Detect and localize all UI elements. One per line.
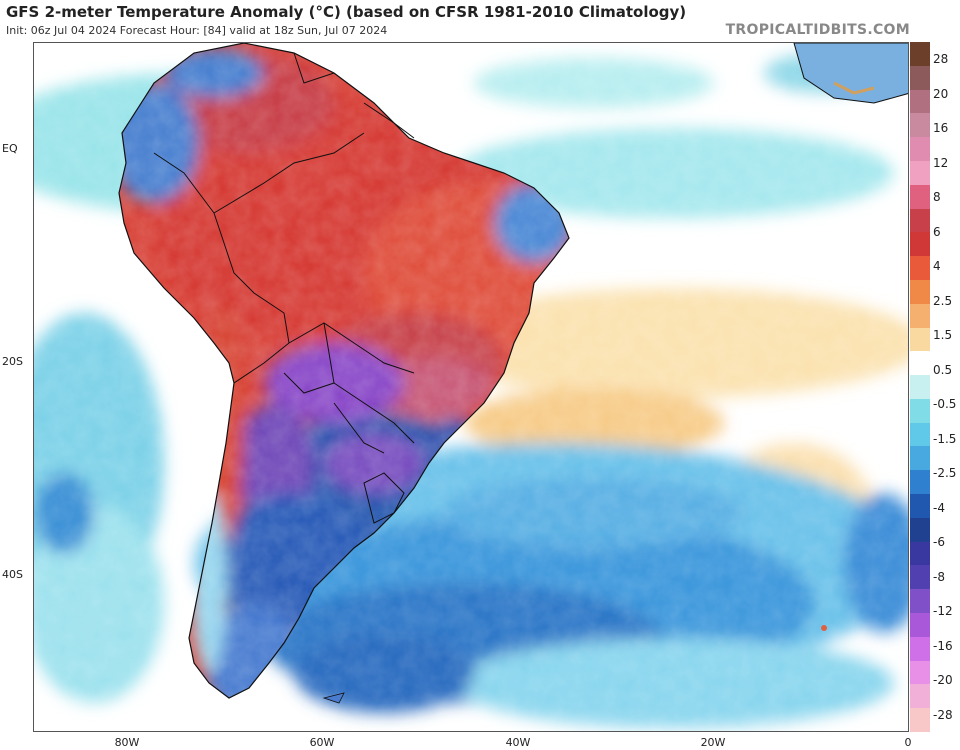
colorbar-label: -12	[933, 604, 953, 619]
colorbar-label: -1.5	[933, 431, 957, 446]
map-canvas	[34, 43, 908, 731]
colorbar-segment	[910, 684, 930, 709]
colorbar-segment	[910, 589, 930, 614]
country-borders	[118, 43, 570, 699]
colorbar-segment	[910, 613, 930, 638]
map-title: GFS 2-meter Temperature Anomaly (°C) (ba…	[6, 3, 687, 21]
colorbar-label: 2.5	[933, 293, 953, 308]
colorbar-segment	[910, 446, 930, 471]
colorbar-label: 12	[933, 155, 949, 170]
colorbar-label: -6	[933, 535, 945, 550]
colorbar-segment	[910, 517, 930, 543]
colorbar-label: 0.5	[933, 362, 953, 377]
colorbar-segment	[910, 256, 930, 281]
colorbar-label: -20	[933, 673, 953, 688]
colorbar-segment	[910, 42, 930, 67]
colorbar-segment	[910, 565, 930, 590]
colorbar-segment	[910, 660, 930, 685]
africa-coast	[793, 43, 908, 104]
colorbar-label: 28	[933, 52, 949, 67]
colorbar-label: -4	[933, 500, 945, 515]
colorbar-segment	[910, 398, 930, 424]
colorbar-label: -2.5	[933, 466, 957, 481]
lon-label-0: 0	[904, 736, 912, 749]
colorbar-label: -0.5	[933, 397, 957, 412]
colorbar-segment	[910, 494, 930, 519]
colorbar-label: -16	[933, 638, 953, 653]
colorbar-label: 16	[933, 121, 949, 136]
colorbar-segment	[910, 208, 930, 233]
colorbar-segment	[910, 137, 930, 162]
colorbar-segment	[910, 327, 930, 352]
colorbar-segment	[910, 708, 930, 733]
colorbar-segment	[910, 375, 930, 400]
colorbar-segment	[910, 422, 930, 447]
colorbar-segment	[910, 636, 930, 662]
lat-label-40s: 40S	[2, 568, 23, 581]
colorbar-label: 8	[933, 190, 941, 205]
colorbar-segment	[910, 303, 930, 328]
colorbar-segment	[910, 184, 930, 210]
colorbar-label: 6	[933, 224, 941, 239]
colorbar-segment	[910, 351, 930, 376]
lon-label-20w: 20W	[700, 736, 726, 749]
lon-label-60w: 60W	[309, 736, 335, 749]
lon-label-80w: 80W	[114, 736, 140, 749]
anomaly-map	[33, 42, 909, 732]
colorbar-label: -8	[933, 569, 945, 584]
colorbar-segment	[910, 470, 930, 495]
colorbar-label: 20	[933, 86, 949, 101]
map-subtitle: Init: 06z Jul 04 2024 Forecast Hour: [84…	[6, 24, 388, 37]
falkland-islands	[322, 692, 345, 704]
lat-label-eq: EQ	[2, 142, 18, 155]
source-credit: TROPICALTIDBITS.COM	[725, 22, 910, 38]
colorbar-label: 1.5	[933, 328, 953, 343]
colorbar-segment	[910, 232, 930, 257]
colorbar-segment	[910, 279, 930, 305]
island-marker	[821, 625, 827, 631]
lon-label-40w: 40W	[505, 736, 531, 749]
colorbar-segment	[910, 89, 930, 114]
colorbar-label: 4	[933, 259, 941, 274]
lat-label-20s: 20S	[2, 355, 23, 368]
colorbar-segment	[910, 160, 930, 186]
africa-warm-strip	[833, 81, 875, 95]
colorbar-segment	[910, 65, 930, 91]
colorbar-segment	[910, 541, 930, 566]
colorbar-segment	[910, 113, 930, 138]
colorbar: 28 20 16 12 8 6 4 2.5 1.5 0.5 -0.5 -1.5 -2.5 -4 -6 -8 -1…	[910, 42, 960, 733]
colorbar-label: -28	[933, 707, 953, 722]
